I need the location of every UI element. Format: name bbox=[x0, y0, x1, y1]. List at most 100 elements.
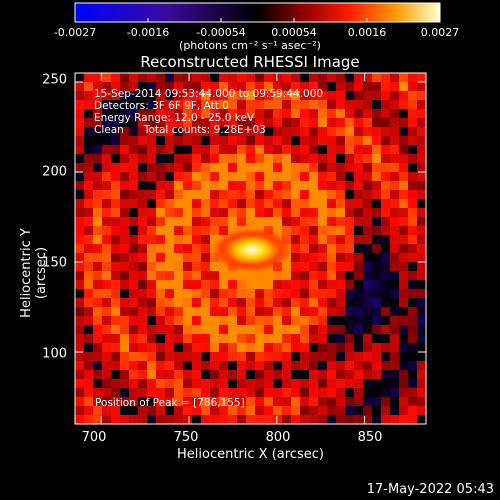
heatmap-cell bbox=[219, 397, 229, 407]
colorbar-tick: -0.0027 bbox=[53, 26, 97, 39]
heatmap-cell bbox=[399, 370, 409, 380]
heatmap-cell bbox=[264, 82, 274, 92]
heatmap-cell bbox=[174, 82, 184, 92]
heatmap-cell bbox=[174, 190, 184, 200]
heatmap-cell bbox=[273, 397, 283, 407]
heatmap-cell bbox=[183, 73, 193, 83]
heatmap-cell bbox=[345, 145, 355, 155]
y-axis-label: Heliocentric Y (arcsec) bbox=[19, 228, 49, 318]
heatmap-cell bbox=[129, 397, 139, 407]
heatmap-cell bbox=[120, 172, 130, 182]
heatmap-cell bbox=[102, 370, 112, 380]
heatmap-cell bbox=[399, 190, 409, 200]
heatmap-cell bbox=[210, 379, 220, 389]
heatmap-cell bbox=[120, 325, 130, 335]
heatmap-cell bbox=[282, 316, 292, 326]
heatmap-cell bbox=[246, 208, 256, 218]
heatmap-cell bbox=[399, 235, 409, 245]
heatmap-cell bbox=[327, 208, 337, 218]
heatmap-cell bbox=[381, 397, 391, 407]
heatmap-cell bbox=[336, 388, 346, 398]
heatmap-cell bbox=[399, 208, 409, 218]
heatmap-cell bbox=[183, 163, 193, 173]
heatmap-cell bbox=[390, 415, 400, 424]
heatmap-cell bbox=[336, 361, 346, 371]
heatmap-cell bbox=[399, 307, 409, 317]
heatmap-cell bbox=[228, 334, 238, 344]
heatmap-cell bbox=[300, 199, 310, 209]
heatmap-cell bbox=[75, 136, 85, 146]
heatmap-cell bbox=[354, 235, 364, 245]
heatmap-cell bbox=[165, 397, 175, 407]
heatmap-cell bbox=[327, 415, 337, 424]
heatmap-cell bbox=[327, 307, 337, 317]
heatmap-cell bbox=[156, 379, 166, 389]
heatmap-cell bbox=[417, 325, 426, 335]
heatmap-cell bbox=[156, 289, 166, 299]
heatmap-cell bbox=[318, 370, 328, 380]
heatmap-cell bbox=[318, 298, 328, 308]
heatmap-cell bbox=[156, 154, 166, 164]
heatmap-cell bbox=[255, 388, 265, 398]
heatmap-cell bbox=[273, 172, 283, 182]
heatmap-cell bbox=[75, 109, 85, 119]
heatmap-cell bbox=[417, 208, 426, 218]
heatmap-cell bbox=[246, 289, 256, 299]
heatmap-cell bbox=[291, 226, 301, 236]
heatmap-cell bbox=[390, 280, 400, 290]
heatmap-cell bbox=[237, 127, 247, 137]
heatmap-cell bbox=[363, 100, 373, 110]
heatmap-cell bbox=[345, 280, 355, 290]
heatmap-cell bbox=[381, 388, 391, 398]
heatmap-cell bbox=[120, 73, 130, 83]
heatmap-cell bbox=[363, 235, 373, 245]
heatmap-cell bbox=[390, 190, 400, 200]
heatmap-cell bbox=[228, 154, 238, 164]
heatmap-cell bbox=[381, 244, 391, 254]
heatmap-cell bbox=[390, 181, 400, 191]
heatmap-cell bbox=[399, 181, 409, 191]
heatmap-cell bbox=[390, 82, 400, 92]
heatmap-cell bbox=[273, 406, 283, 416]
heatmap-cell bbox=[138, 190, 148, 200]
heatmap-cell bbox=[363, 352, 373, 362]
heatmap-cell bbox=[84, 352, 94, 362]
heatmap-cell bbox=[156, 388, 166, 398]
heatmap-cell bbox=[183, 109, 193, 119]
heatmap-cell bbox=[363, 253, 373, 263]
heatmap-cell bbox=[300, 244, 310, 254]
heatmap-cell bbox=[111, 352, 121, 362]
heatmap-cell bbox=[156, 406, 166, 416]
heatmap-cell bbox=[255, 181, 265, 191]
heatmap-cell bbox=[255, 190, 265, 200]
heatmap-cell bbox=[102, 199, 112, 209]
heatmap-cell bbox=[219, 334, 229, 344]
heatmap-cell bbox=[201, 397, 211, 407]
heatmap-cell bbox=[372, 325, 382, 335]
heatmap-cell bbox=[417, 370, 426, 380]
heatmap-cell bbox=[408, 154, 418, 164]
heatmap-cell bbox=[309, 154, 319, 164]
heatmap-cell bbox=[372, 127, 382, 137]
heatmap-cell bbox=[201, 235, 211, 245]
heatmap-cell bbox=[291, 262, 301, 272]
colorbar-units: (photons cm⁻² s⁻¹ asec⁻²) bbox=[179, 39, 321, 52]
heatmap-cell bbox=[273, 388, 283, 398]
heatmap-cell bbox=[390, 172, 400, 182]
heatmap-cell bbox=[408, 91, 418, 101]
heatmap-cell bbox=[174, 154, 184, 164]
heatmap-cell bbox=[372, 208, 382, 218]
heatmap-cell bbox=[111, 307, 121, 317]
heatmap-cell bbox=[201, 334, 211, 344]
heatmap-cell bbox=[273, 154, 283, 164]
heatmap-cell bbox=[282, 226, 292, 236]
heatmap-cell bbox=[219, 415, 229, 424]
heatmap-cell bbox=[327, 334, 337, 344]
heatmap-cell bbox=[84, 343, 94, 353]
heatmap-cell bbox=[201, 109, 211, 119]
heatmap-cell bbox=[255, 82, 265, 92]
heatmap-cell bbox=[246, 190, 256, 200]
heatmap-cell bbox=[237, 415, 247, 424]
plot-title: Reconstructed RHESSI Image bbox=[140, 53, 360, 71]
heatmap-cell bbox=[237, 388, 247, 398]
